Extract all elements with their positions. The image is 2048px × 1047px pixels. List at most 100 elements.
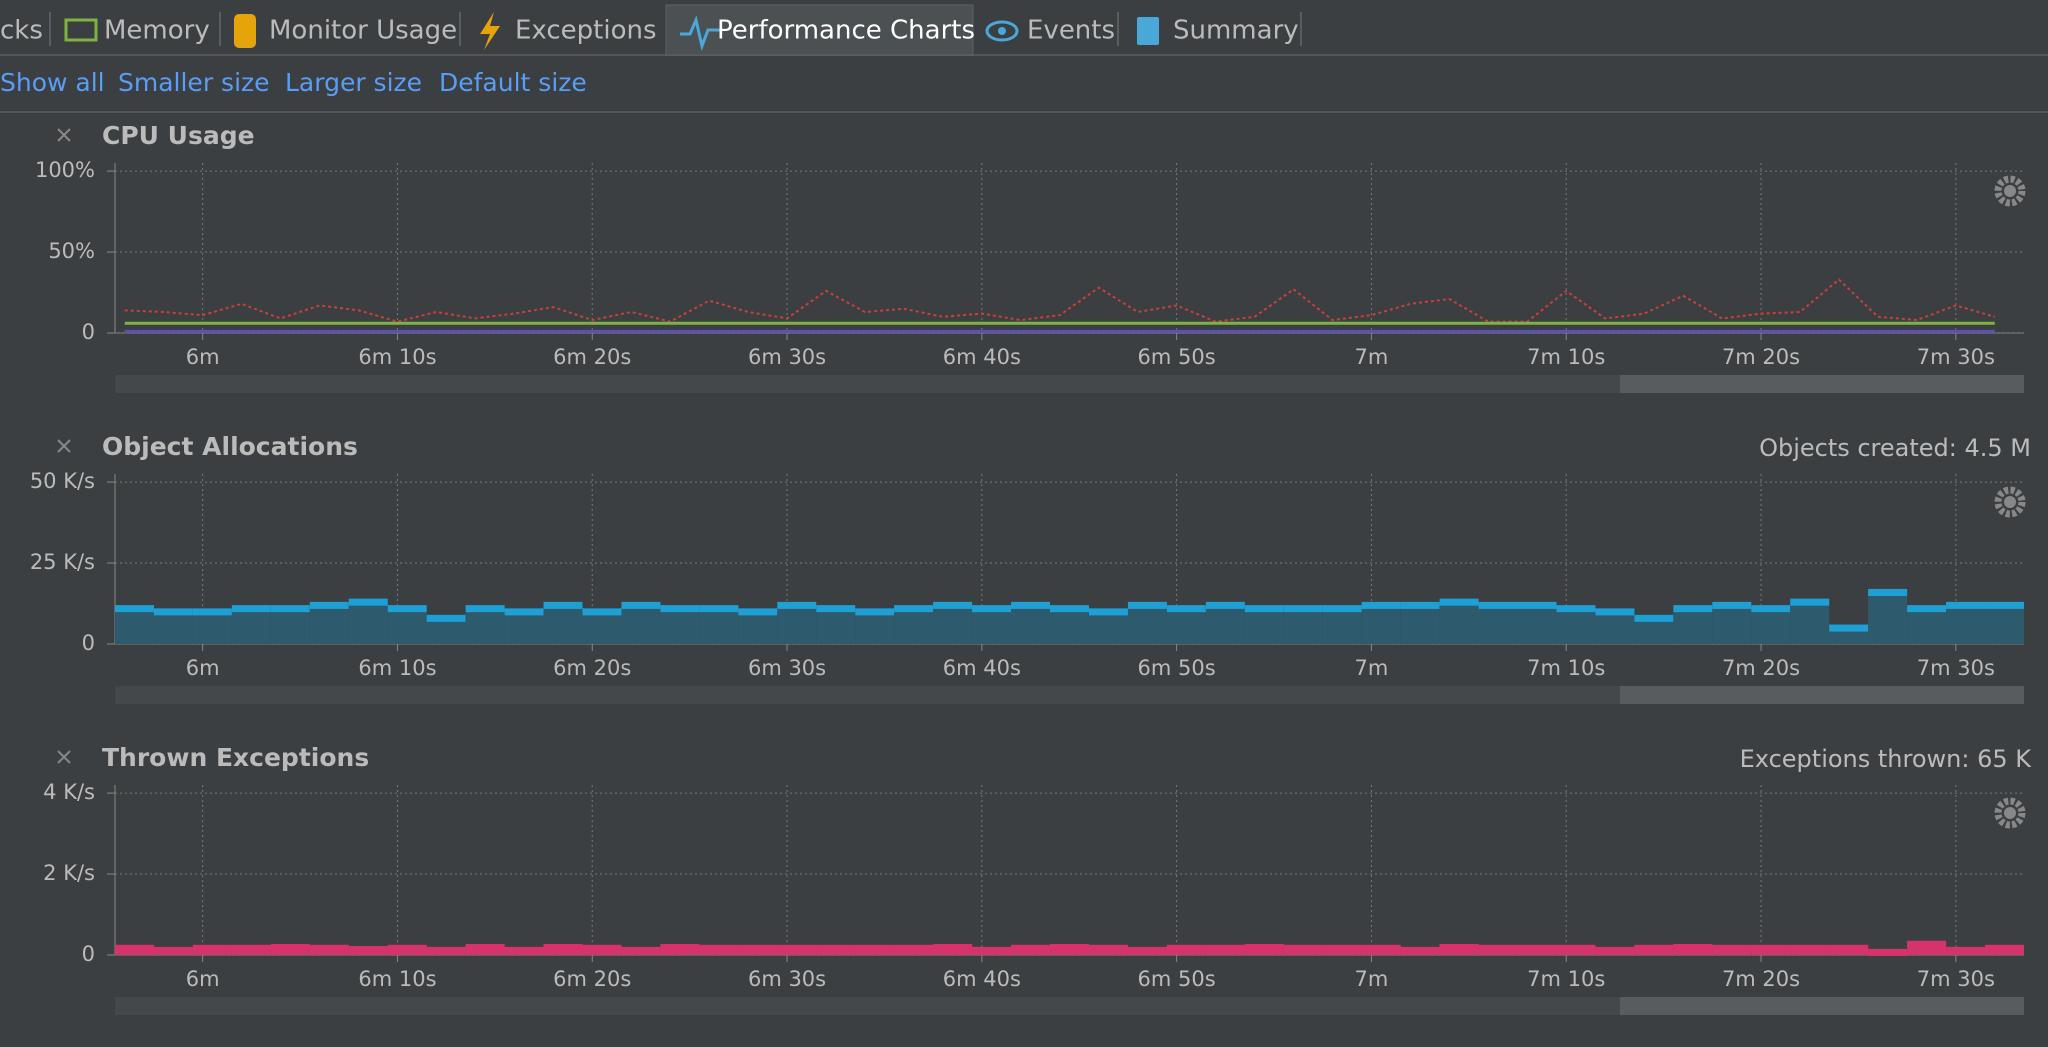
bar-cap	[1946, 946, 1986, 954]
bar-cap	[1166, 605, 1206, 613]
bar-cap	[1244, 944, 1284, 952]
link[interactable]: Smaller size	[118, 68, 270, 97]
bar-cap	[309, 944, 349, 952]
scroll-thumb[interactable]	[1620, 686, 2024, 704]
bar-cap	[1127, 601, 1167, 609]
settings-icon[interactable]	[1994, 486, 2026, 518]
bar-cap	[1050, 605, 1089, 613]
bar-cap	[153, 608, 193, 616]
settings-icon[interactable]	[1994, 797, 2026, 829]
x-tick-label: 6m 40s	[943, 967, 1021, 991]
bar-cap	[1946, 601, 1986, 609]
bar-cap	[894, 944, 934, 952]
memory-icon	[64, 18, 98, 42]
bar-cap	[153, 946, 193, 954]
link[interactable]: Larger size	[285, 68, 422, 97]
x-tick-label: 6m 20s	[553, 345, 631, 369]
bar-cap	[1088, 608, 1128, 616]
bar-cap	[1595, 608, 1635, 616]
bar-cap	[894, 605, 934, 613]
y-tick-label: 4 K/s	[43, 780, 95, 804]
bar-cap	[972, 605, 1012, 613]
bar-cap	[855, 608, 895, 616]
tab[interactable]: Exceptions	[515, 16, 657, 46]
bar-cap	[1322, 944, 1362, 952]
close-icon[interactable]	[57, 439, 71, 453]
bar-cap	[192, 608, 232, 616]
settings-icon[interactable]	[1994, 175, 2026, 207]
x-tick-label: 6m 30s	[748, 967, 826, 991]
bar	[543, 601, 583, 644]
bar-cap	[1439, 598, 1479, 606]
bar-cap	[426, 946, 466, 954]
tab[interactable]: cks	[0, 16, 43, 46]
bar-cap	[1985, 601, 2024, 609]
bar-cap	[1088, 944, 1128, 952]
close-icon[interactable]	[57, 128, 71, 142]
bar	[1946, 601, 1986, 644]
bar-cap	[1634, 614, 1674, 622]
bar-cap	[1868, 588, 1908, 596]
tab[interactable]: Monitor Usage	[269, 16, 457, 46]
monitor-icon	[234, 14, 256, 48]
x-tick-label: 6m 40s	[943, 345, 1021, 369]
x-tick-label: 6m	[186, 967, 220, 991]
bar-cap	[231, 944, 271, 952]
bar-cap	[1556, 605, 1596, 613]
tab[interactable]: Events	[1027, 16, 1115, 46]
bar-cap	[660, 944, 700, 952]
y-tick-label: 0	[82, 942, 95, 966]
bar-cap	[387, 605, 427, 613]
x-tick-label: 7m 10s	[1527, 345, 1605, 369]
bar	[1400, 601, 1440, 644]
bar-cap	[582, 944, 622, 952]
bar	[933, 601, 973, 644]
chart-title: Object Allocations	[102, 432, 358, 461]
bar-cap	[270, 605, 310, 613]
close-icon[interactable]	[57, 750, 71, 764]
bar-cap	[855, 944, 895, 952]
scroll-thumb[interactable]	[1620, 375, 2024, 393]
bar	[1361, 601, 1401, 644]
bar	[1985, 601, 2024, 644]
bar-cap	[1517, 944, 1557, 952]
y-tick-label: 50%	[48, 239, 95, 263]
link[interactable]: Show all	[0, 68, 105, 97]
tab[interactable]: Summary	[1173, 16, 1299, 46]
annotation: Exceptions thrown: 65 K	[1740, 745, 2033, 773]
x-tick-label: 7m 30s	[1917, 345, 1995, 369]
x-tick-label: 7m 30s	[1917, 656, 1995, 680]
y-tick-label: 25 K/s	[30, 550, 95, 574]
scroll-thumb[interactable]	[1620, 997, 2024, 1015]
y-tick-label: 50 K/s	[30, 469, 95, 493]
bar	[1127, 601, 1167, 644]
x-tick-label: 6m 40s	[943, 656, 1021, 680]
bar	[348, 598, 388, 644]
bar-cap	[1205, 601, 1245, 609]
x-tick-label: 6m 50s	[1138, 967, 1216, 991]
bar-cap	[231, 605, 271, 613]
bar-cap	[543, 944, 583, 952]
bar-cap	[1751, 605, 1791, 613]
bar-cap	[933, 601, 973, 609]
bar-cap	[1283, 605, 1323, 613]
bar-cap	[465, 944, 505, 952]
bar-cap	[1011, 944, 1051, 952]
bar-cap	[1205, 944, 1245, 952]
bar-cap	[1907, 605, 1947, 613]
link[interactable]: Default size	[439, 68, 587, 97]
tab[interactable]: Performance Charts	[717, 16, 975, 46]
bar	[1205, 601, 1245, 644]
exceptions-icon	[480, 12, 500, 50]
bar	[309, 601, 349, 644]
x-tick-label: 6m 10s	[358, 656, 436, 680]
bar-cap	[972, 946, 1012, 954]
tab[interactable]: Memory	[104, 16, 210, 46]
x-tick-label: 7m	[1355, 967, 1389, 991]
x-tick-label: 7m 20s	[1722, 656, 1800, 680]
x-tick-label: 7m	[1355, 345, 1389, 369]
chart-title: CPU Usage	[102, 121, 255, 150]
